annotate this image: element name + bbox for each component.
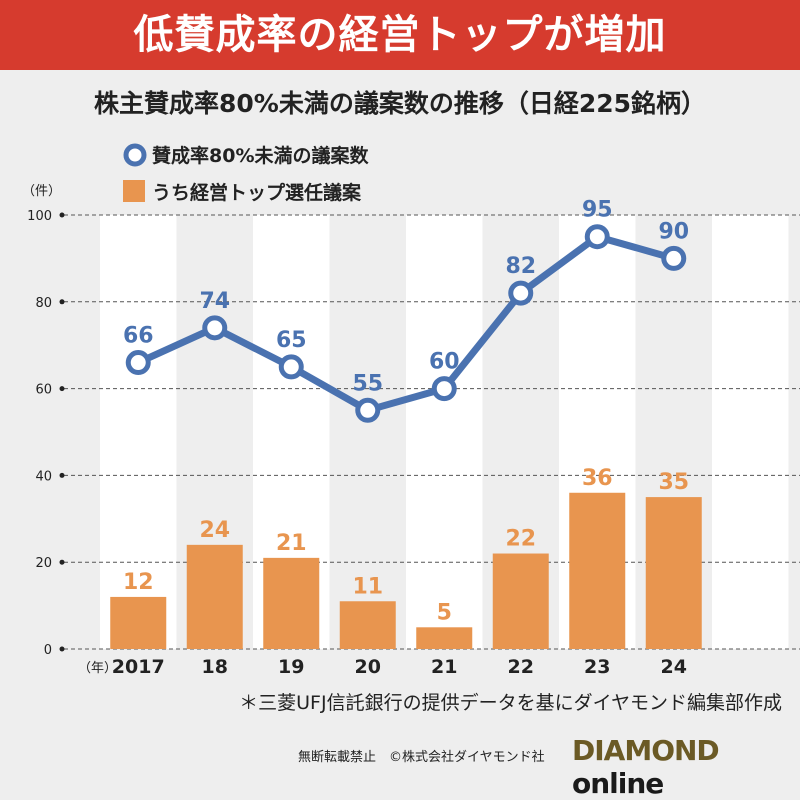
legend-bar-label: うち経営トップ選任議案 [152, 181, 362, 204]
line-point [355, 397, 381, 423]
x-tick-label: 20 [355, 656, 381, 678]
y-tick-label: 100 [27, 209, 52, 224]
line-point [202, 315, 228, 341]
bar-data-label: 24 [199, 518, 230, 543]
bar [416, 627, 473, 649]
line-point [661, 245, 687, 271]
bar [263, 557, 320, 649]
bar-data-label: 22 [505, 527, 536, 552]
line-point [584, 224, 610, 250]
line-point [431, 376, 457, 402]
line-data-label: 66 [123, 324, 154, 349]
y-tick-label: 20 [35, 556, 52, 571]
bar-data-label: 36 [582, 466, 613, 491]
diamond-online-logo: DIAMOND online [572, 734, 800, 800]
line-data-label: 65 [276, 328, 307, 353]
chart-title: 株主賛成率80%未満の議案数の推移（日経225銘柄） [93, 89, 707, 118]
line-data-label: 55 [352, 371, 383, 396]
x-tick-label: 22 [508, 656, 534, 678]
column-stripe [406, 215, 483, 649]
x-tick-label: 21 [431, 656, 457, 678]
bar [110, 596, 167, 649]
tick-dot [59, 386, 65, 392]
x-tick-label: 2017 [112, 656, 165, 678]
bar-data-label: 11 [352, 574, 383, 599]
line-point [125, 350, 151, 376]
logo-sub: online [572, 767, 664, 800]
x-tick-label: 23 [584, 656, 610, 678]
y-tick-label: 80 [35, 296, 52, 311]
logo-main: DIAMOND [572, 734, 720, 767]
legend-bar-marker [123, 180, 145, 202]
line-data-label: 90 [658, 219, 689, 244]
source-note: ＊三菱UFJ信託銀行の提供データを基にダイヤモンド編集部作成 [239, 692, 782, 714]
column-stripe [329, 215, 406, 649]
x-tick-label: 18 [202, 656, 228, 678]
series-line [136, 233, 675, 414]
x-tick-label: 24 [661, 656, 687, 678]
x-tick-label: 19 [278, 656, 304, 678]
bar [339, 601, 396, 649]
chart: 0 20 40 60 80 100 12 24 21 11 5 22 36 35 66 74 65 55 60 82… [22, 143, 800, 678]
bar-data-label: 35 [658, 470, 689, 495]
line-point [508, 280, 534, 306]
legend-line-marker [123, 143, 147, 167]
tick-dot [59, 472, 65, 478]
bar-data-label: 12 [123, 570, 154, 595]
legend: 賛成率80%未満の議案数 うち経営トップ選任議案 [123, 143, 369, 204]
column-stripe [100, 215, 177, 649]
header-title: 低賛成率の経営トップが増加 [0, 0, 800, 70]
line-point [278, 354, 304, 380]
copyright: 無断転載禁止 ©株式会社ダイヤモンド社 [298, 750, 545, 765]
tick-dot [59, 559, 65, 565]
x-axis-unit: （年） [78, 661, 117, 676]
y-tick-label: 40 [35, 469, 52, 484]
line-data-label: 95 [582, 198, 613, 223]
bar [569, 492, 626, 649]
y-axis-unit: （件） [22, 184, 61, 199]
bar [492, 553, 549, 649]
tick-dot [59, 212, 65, 218]
y-tick-label: 0 [44, 643, 52, 658]
legend-line-label: 賛成率80%未満の議案数 [152, 144, 369, 167]
line-data-label: 82 [505, 254, 536, 279]
line-data-label: 74 [199, 289, 230, 314]
tick-dot [59, 299, 65, 305]
bar [186, 544, 243, 649]
tick-dot [59, 646, 65, 652]
line-data-label: 60 [429, 350, 460, 375]
bar-data-label: 5 [437, 600, 452, 625]
bar-data-label: 21 [276, 531, 307, 556]
bar [645, 497, 702, 649]
y-tick-label: 60 [35, 383, 52, 398]
column-stripe [712, 215, 789, 649]
